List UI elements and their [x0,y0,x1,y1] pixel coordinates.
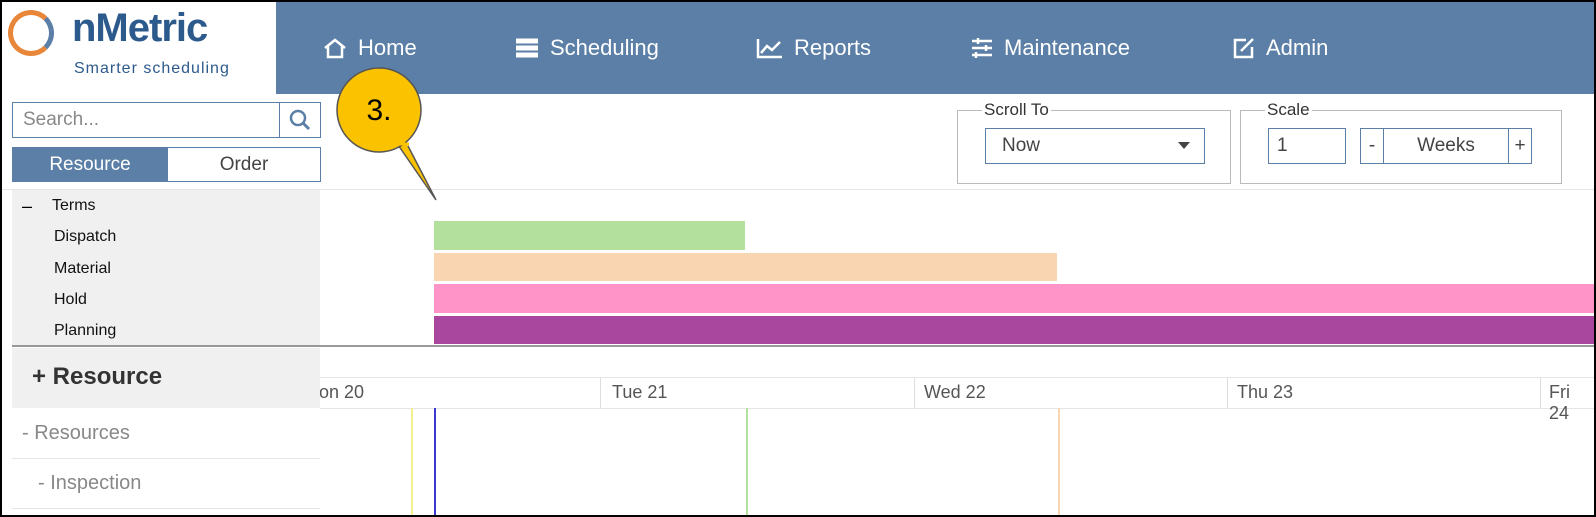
marker-line [434,408,436,515]
callout-text: 3. [366,94,391,127]
scale-minus[interactable]: - [1360,128,1384,164]
search-placeholder: Search... [23,109,100,130]
day-divider [914,378,915,408]
tab-resource[interactable]: Resource [12,147,168,182]
nav-bar [276,2,1594,94]
nav-item[interactable]: Scheduling [514,35,659,61]
term-item: Material [54,260,111,277]
date-clip: Mon 20 [320,378,380,408]
terms-title: Terms [52,197,96,214]
search-button[interactable] [279,102,321,138]
nav-item[interactable]: Reports [756,35,871,61]
collapse-icon[interactable]: – [22,196,33,216]
divider [12,458,320,459]
tab-label: Resource [49,153,131,175]
button-label: - [1368,135,1376,156]
day-divider [1227,378,1228,408]
term-bar[interactable] [434,253,1057,281]
nav-item[interactable]: Home [322,35,417,61]
logo-name[interactable]: nMetric [72,6,208,50]
scale-unit[interactable]: Weeks [1383,128,1509,164]
divider [320,408,1594,409]
scale-amount[interactable]: 1 [1268,128,1346,164]
date-label: Fri 24 [1549,382,1570,423]
resource-header[interactable]: + Resource [32,363,163,390]
scale-plus[interactable]: + [1508,128,1532,164]
marker-line [746,408,748,515]
tab-order[interactable]: Order [167,147,321,182]
scroll-to-select[interactable]: Now [985,128,1205,164]
select-value: Now [1002,135,1041,156]
tab-label: Order [219,153,269,175]
tree-item[interactable]: - Resources [22,422,130,444]
day-divider [1540,378,1541,408]
term-bar[interactable] [434,221,745,250]
date-label: Wed 22 [924,382,986,402]
divider [2,189,1594,190]
scroll-to-label: Scroll To [984,100,1049,119]
nav-item[interactable]: Admin [1232,35,1328,61]
amount-value: 1 [1277,135,1288,156]
scale-group: Scale [1240,100,1562,184]
term-bar[interactable] [434,284,1594,313]
divider [320,377,1594,378]
callout: 3. [336,67,437,201]
nav-label: Scheduling [550,35,659,60]
search-input[interactable]: Search... [12,102,280,138]
term-bar[interactable] [434,316,1594,344]
term-item: Hold [54,291,87,308]
date-label: Mon 20 [320,382,365,402]
term-item: Planning [54,322,117,339]
resource-header-bg [12,348,320,408]
button-label: + [1514,135,1526,156]
nav-label: Admin [1266,35,1329,60]
nav-label: Home [358,35,417,60]
date-label: Tue 21 [612,382,668,402]
nav-label: Reports [794,35,872,60]
divider [12,345,1594,347]
day-divider [600,378,601,408]
nav-item[interactable]: Maintenance [970,35,1130,61]
marker-line [1058,408,1060,515]
terms-panel [12,190,320,345]
scroll-to-group: Scroll To [957,100,1231,184]
logo-icon [8,10,54,56]
unit-label: Weeks [1417,135,1475,156]
date-label: Thu 23 [1237,382,1294,402]
term-item: Dispatch [54,228,117,245]
scale-label: Scale [1267,100,1310,119]
logo-tagline: Smarter scheduling [74,60,230,77]
marker-line [411,408,413,515]
nav-label: Maintenance [1004,35,1130,60]
tree-item[interactable]: - Inspection [38,472,142,494]
divider [12,508,320,509]
